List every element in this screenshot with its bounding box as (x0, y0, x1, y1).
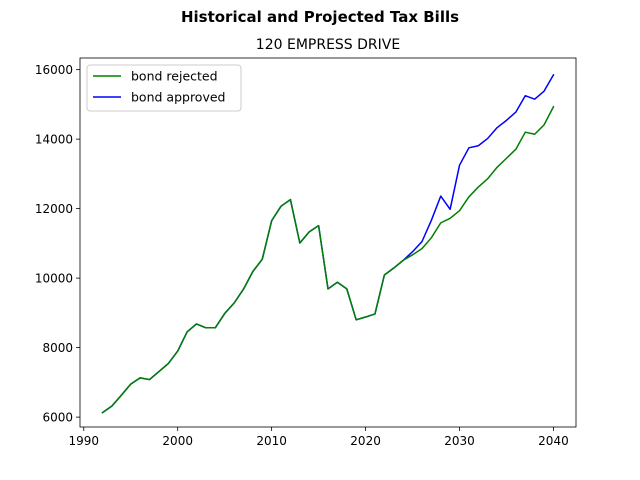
x-tick-label: 2040 (538, 434, 569, 448)
x-tick-label: 2000 (162, 434, 193, 448)
y-tick-label: 16000 (35, 63, 73, 77)
x-axis: 1990 2000 2010 2020 2030 2040 (68, 427, 569, 448)
legend-box (86, 64, 242, 112)
series-layer (101, 73, 555, 414)
y-tick-label: 8000 (42, 341, 73, 355)
legend-label-bond-rejected: bond rejected (131, 69, 218, 84)
x-tick-label: 2030 (444, 434, 475, 448)
x-tick-label: 2020 (350, 434, 381, 448)
x-tick-label: 1990 (68, 434, 99, 448)
legend: bond rejected bond approved (86, 64, 242, 112)
plot-frame (79, 57, 577, 428)
series-line-bond-rejected (101, 105, 555, 414)
x-tick-label: 2010 (256, 434, 287, 448)
y-axis: 6000 8000 10000 12000 14000 16000 (35, 63, 80, 425)
legend-label-bond-approved: bond approved (131, 90, 225, 105)
plot-area (80, 58, 576, 427)
y-tick-label: 6000 (42, 411, 73, 425)
y-tick-label: 10000 (35, 272, 73, 286)
y-tick-label: 14000 (35, 133, 73, 147)
chart-title: 120 EMPRESS DRIVE (256, 37, 400, 53)
chart-suptitle: Historical and Projected Tax Bills (181, 8, 459, 26)
y-tick-label: 12000 (35, 202, 73, 216)
